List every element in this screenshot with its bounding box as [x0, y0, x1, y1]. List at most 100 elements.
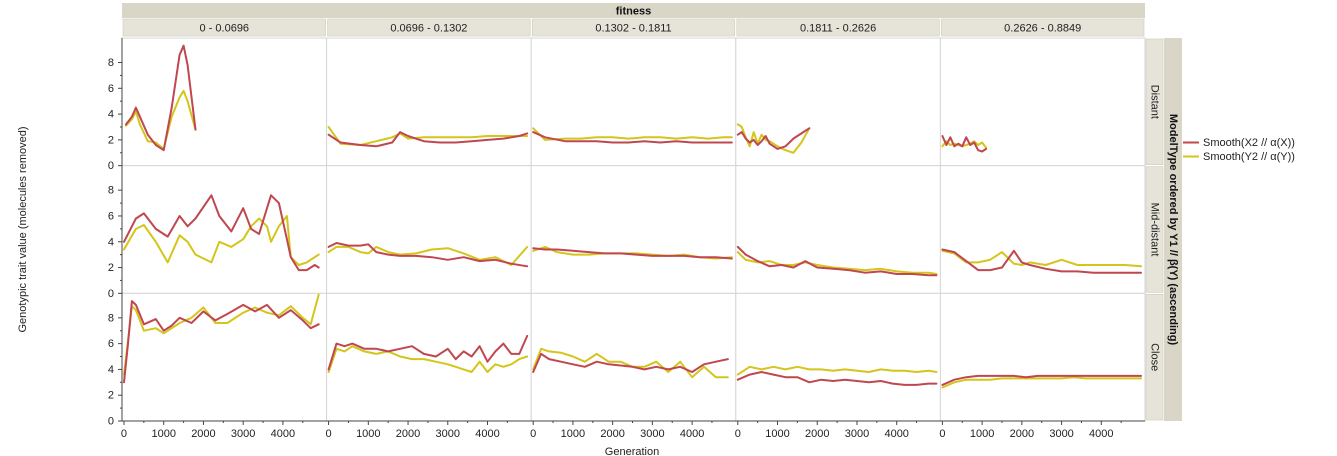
y-tick-label: 4 [108, 109, 114, 121]
x-tick-label: 4000 [680, 428, 704, 440]
x-tick-label: 2000 [1010, 428, 1034, 440]
panel-0-3 [735, 37, 941, 167]
series-y2-line-1-1 [327, 245, 529, 266]
series-x2-line-1-1 [327, 242, 529, 268]
series-y2-line-0-4 [941, 140, 988, 149]
y-tick-label: 0 [108, 416, 114, 428]
series-x2-line-1-4 [941, 248, 1142, 274]
series-y2-line-2-1 [327, 345, 529, 373]
x-tick-label: 0 [326, 428, 332, 440]
x-tick-label: 1000 [970, 428, 994, 440]
panel-1-0 [121, 165, 328, 294]
x-tick-label: 2000 [396, 428, 420, 440]
column-strip-label: 0.0696 - 0.1302 [390, 23, 467, 35]
x-tick-label: 2000 [191, 428, 215, 440]
series-x2-line-2-3 [736, 371, 938, 386]
series-x2-line-0-3 [736, 127, 811, 150]
x-tick-label: 3000 [1049, 428, 1073, 440]
top-group-title: fitness [616, 6, 651, 18]
y-tick-label: 8 [108, 57, 114, 69]
legend[interactable]: Smooth(X2 // α(X)) Smooth(Y2 // α(Y)) [1183, 137, 1295, 163]
panel-0-1 [326, 37, 532, 167]
row-strip-label: Close [1149, 343, 1161, 371]
panel-2-2 [530, 292, 737, 422]
series-x2-line-0-1 [327, 131, 529, 148]
series-y2-line-2-2 [532, 347, 729, 379]
row-strip-label: Mid-distant [1149, 203, 1161, 257]
column-strip-label: 0.1302 - 0.1811 [595, 23, 671, 35]
column-strip [941, 18, 1145, 37]
x-tick-label: 3000 [231, 428, 255, 440]
x-tick-label: 2000 [600, 428, 624, 440]
column-strip [122, 18, 326, 37]
x-tick-label: 2000 [805, 428, 829, 440]
x-tick-label: 4000 [1089, 428, 1113, 440]
top-group-header [122, 3, 1145, 18]
y-tick-label: 2 [108, 390, 114, 402]
x-tick-label: 0 [735, 428, 741, 440]
panel-2-3 [735, 292, 941, 422]
x-tick-label: 3000 [436, 428, 460, 440]
right-group-header [1164, 38, 1182, 421]
series-x2-line-1-2 [532, 247, 733, 260]
grid [121, 37, 1146, 422]
column-strip [531, 18, 736, 37]
row-strip-label: Distant [1149, 85, 1161, 119]
x-tick-label: 4000 [271, 428, 295, 440]
column-strip [736, 18, 940, 37]
x-tick-label: 1000 [151, 428, 175, 440]
x-tick-label: 0 [939, 428, 945, 440]
panel-0-0 [121, 37, 328, 167]
panel-0-4 [939, 37, 1146, 167]
y-tick-label: 4 [108, 236, 114, 248]
x-tick-label: 3000 [640, 428, 664, 440]
x-tick-label: 0 [121, 428, 127, 440]
row-strip [1145, 294, 1164, 421]
x-tick-label: 1000 [765, 428, 789, 440]
series-y2-line-0-1 [327, 126, 529, 146]
y-tick-label: 8 [108, 185, 114, 197]
y-tick-label: 6 [108, 210, 114, 222]
series-y2-line-0-2 [532, 127, 733, 141]
x-axis-label: Generation [605, 446, 659, 456]
x-tick-label: 4000 [884, 428, 908, 440]
column-strip [327, 18, 531, 37]
y-tick-label: 6 [108, 338, 114, 350]
y-tick-label: 2 [108, 134, 114, 146]
column-strip-label: 0.2626 - 0.8849 [1004, 23, 1081, 35]
series-x2-line-0-4 [941, 135, 988, 153]
column-strip-label: 0 - 0.0696 [200, 23, 250, 35]
panel-1-4 [939, 165, 1146, 294]
y-tick-label: 0 [108, 288, 114, 300]
panel-1-1 [326, 165, 532, 294]
y-tick-label: 6 [108, 83, 114, 95]
y-tick-label: 4 [108, 364, 114, 376]
series-lines [123, 44, 1142, 389]
legend-label: Smooth(Y2 // α(Y)) [1203, 151, 1295, 163]
series-x2-line-2-4 [941, 374, 1142, 386]
panel-2-4 [939, 292, 1146, 422]
x-tick-label: 1000 [561, 428, 585, 440]
series-x2-line-1-0 [123, 194, 320, 272]
series-x2-line-0-2 [532, 131, 733, 144]
panel-0-2 [530, 37, 737, 167]
right-group-title: ModelType ordered by Y1 // β(Y) (ascendi… [1167, 114, 1179, 346]
axes: 0 2 4 6 8 0 2 4 6 8 0 2 4 6 8 Genotypic trait value (mo… [17, 38, 1145, 456]
series-x2-line-2-1 [327, 334, 529, 371]
x-tick-label: 0 [530, 428, 536, 440]
series-x2-line-2-0 [123, 300, 320, 384]
row-strip [1145, 38, 1164, 165]
x-tick-label: 1000 [356, 428, 380, 440]
y-axis-label: Genotypic trait value (molecules removed… [17, 126, 29, 332]
panel-2-1 [326, 292, 532, 422]
chart-frame: fitness 0 - 0.0696 0.0696 - 0.1302 0.1302 -… [122, 3, 1182, 421]
series-x2-line-0-0 [125, 44, 197, 152]
x-tick-label: 3000 [845, 428, 869, 440]
x-tick-label: 4000 [475, 428, 499, 440]
y-tick-label: 8 [108, 312, 114, 324]
column-strip-label: 0.1811 - 0.2626 [800, 23, 876, 35]
series-y2-line-2-0 [123, 293, 320, 376]
panel-1-2 [530, 165, 737, 294]
series-x2-line-2-2 [532, 352, 729, 373]
series-y2-line-2-3 [736, 365, 938, 376]
